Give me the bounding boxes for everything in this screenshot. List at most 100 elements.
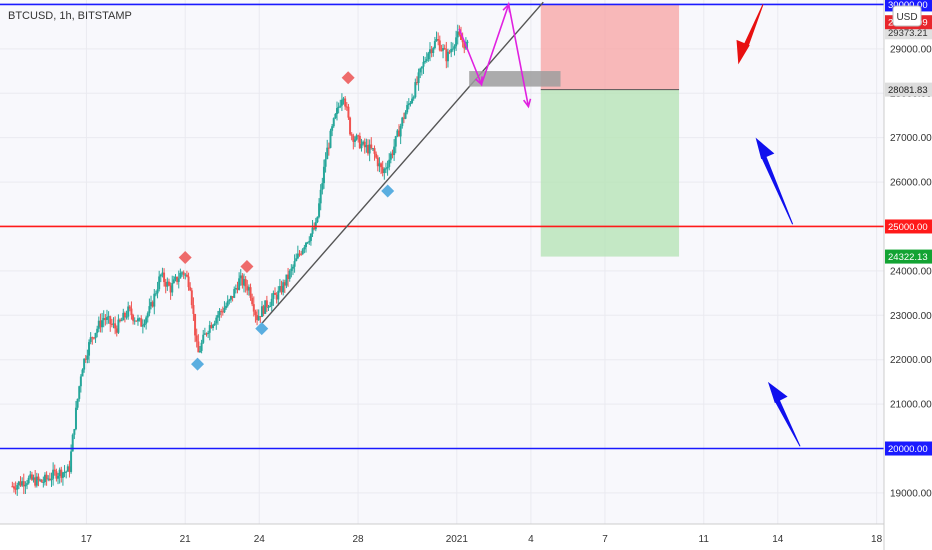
candle-body — [404, 112, 407, 119]
candle-body — [220, 310, 223, 312]
candle-body — [50, 478, 53, 481]
currency-label: USD — [896, 12, 917, 23]
candle-body — [164, 282, 167, 287]
candle-body — [246, 286, 249, 291]
candle-body — [135, 320, 138, 322]
candle-body — [365, 145, 368, 148]
candle-body — [349, 117, 352, 135]
candle-body — [371, 148, 374, 150]
candle-body — [446, 51, 449, 62]
y-tick-label: 27000.00 — [890, 133, 932, 144]
candle-body — [295, 258, 298, 262]
candle-body — [105, 317, 108, 320]
candle-body — [332, 118, 335, 127]
candle-body — [398, 130, 401, 137]
candle-body — [104, 317, 107, 320]
candle-body — [429, 49, 432, 54]
candle-body — [455, 37, 458, 47]
candle-body — [373, 148, 376, 154]
candle-body — [314, 222, 317, 230]
candle-body — [288, 270, 291, 279]
candle-body — [363, 141, 366, 148]
candle-body — [176, 276, 179, 282]
candle-body — [123, 312, 126, 318]
candle-body — [24, 484, 27, 487]
candle-body — [130, 308, 133, 316]
candle-body — [368, 144, 371, 154]
candle-body — [177, 278, 180, 282]
candle-body — [352, 135, 355, 142]
candle-body — [380, 163, 383, 168]
candle-body — [101, 320, 104, 328]
candle-body — [376, 157, 379, 167]
candle-body — [151, 302, 154, 307]
y-tick-label: 21000.00 — [890, 400, 932, 411]
candle-body — [451, 48, 454, 50]
candle-body — [12, 486, 15, 489]
candle-body — [466, 41, 469, 43]
candle-body — [156, 289, 159, 294]
direction-arrow — [736, 4, 764, 65]
candle-body — [109, 316, 112, 325]
candle-body — [383, 168, 386, 174]
candle-body — [22, 481, 25, 487]
price-tag-label: 24322.13 — [888, 252, 928, 263]
candle-body — [208, 325, 211, 333]
candle-body — [194, 313, 197, 336]
candle-body — [353, 139, 356, 142]
currency-badge[interactable]: USD — [892, 5, 922, 27]
candle-body — [21, 481, 24, 486]
candle-body — [438, 40, 441, 51]
price-tag — [885, 82, 932, 97]
candle-body — [182, 272, 185, 275]
candle-body — [420, 66, 423, 69]
candle-body — [138, 318, 141, 320]
candle-body — [216, 315, 219, 318]
candle-body — [394, 136, 397, 147]
candle-body — [422, 61, 425, 67]
candle-body — [419, 68, 422, 73]
candle-body — [287, 274, 290, 279]
candle-body — [381, 167, 384, 174]
candle-body — [125, 316, 128, 318]
candle-body — [114, 323, 117, 329]
candle-body — [187, 276, 190, 288]
candle-body — [17, 481, 20, 486]
candle-body — [430, 49, 433, 53]
candle-body — [185, 274, 188, 277]
candle-body — [355, 135, 358, 140]
candle-body — [257, 316, 260, 321]
candle-body — [305, 242, 308, 248]
candle-body — [30, 474, 33, 480]
candle-body — [384, 168, 387, 170]
x-tick-label: 4 — [528, 534, 534, 545]
candle-body — [256, 315, 259, 321]
candle-body — [442, 48, 445, 51]
candle-body — [251, 297, 254, 305]
candle-body — [110, 324, 113, 326]
candle-body — [189, 287, 192, 291]
candle-body — [81, 369, 84, 377]
candle-body — [229, 296, 232, 300]
position-zones — [540, 4, 680, 257]
candle-body — [140, 318, 143, 327]
candle-body — [65, 471, 68, 473]
candle-body — [122, 312, 125, 321]
level-price-tag-label: 30000.00 — [888, 0, 928, 11]
candle-body — [55, 471, 58, 479]
candle-body — [223, 308, 226, 313]
candle-body — [396, 130, 399, 137]
candle-body — [432, 47, 435, 53]
x-tick-label: 24 — [254, 534, 266, 545]
candle-body — [461, 39, 464, 43]
candle-body — [203, 333, 206, 335]
candle-body — [159, 274, 162, 277]
candle-body — [78, 386, 81, 399]
candle-body — [58, 469, 61, 476]
candle-body — [300, 253, 303, 255]
candle-body — [301, 249, 304, 254]
y-tick-label: 24000.00 — [890, 266, 932, 277]
trendline — [258, 1, 544, 327]
candle-body — [296, 253, 299, 259]
